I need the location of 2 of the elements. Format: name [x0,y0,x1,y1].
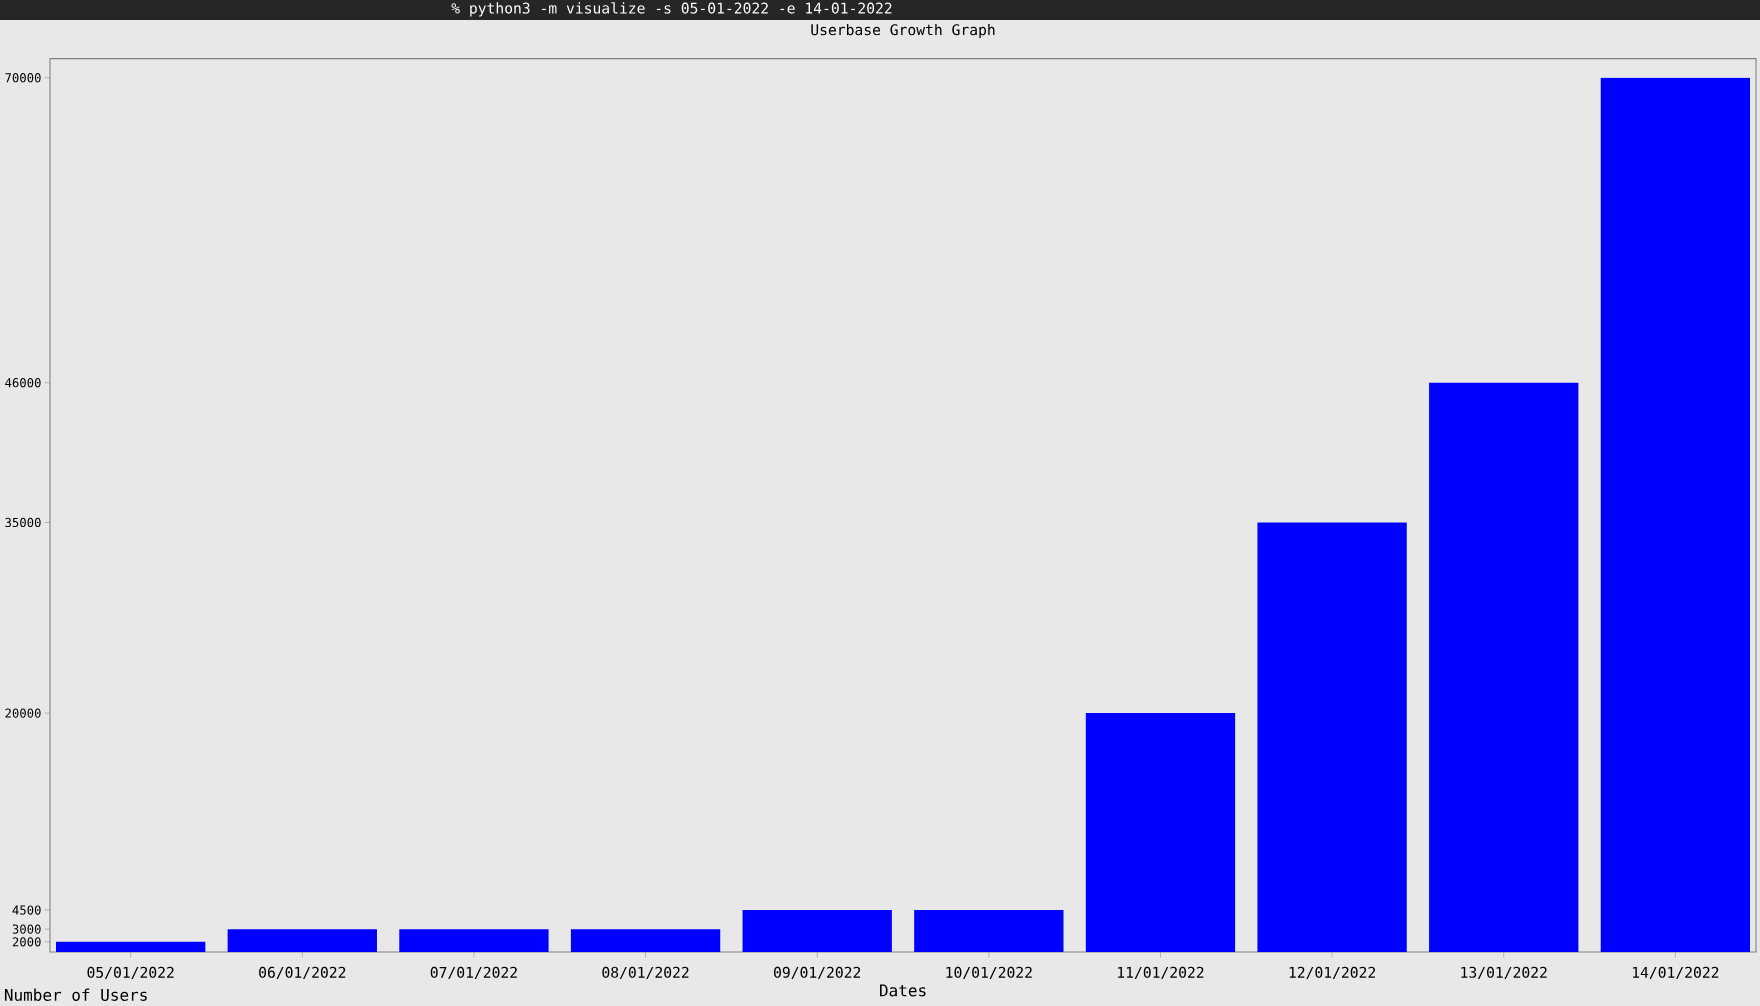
x-axis-title: Dates [880,984,926,997]
y-axis-title: Number of Users [4,988,147,1001]
